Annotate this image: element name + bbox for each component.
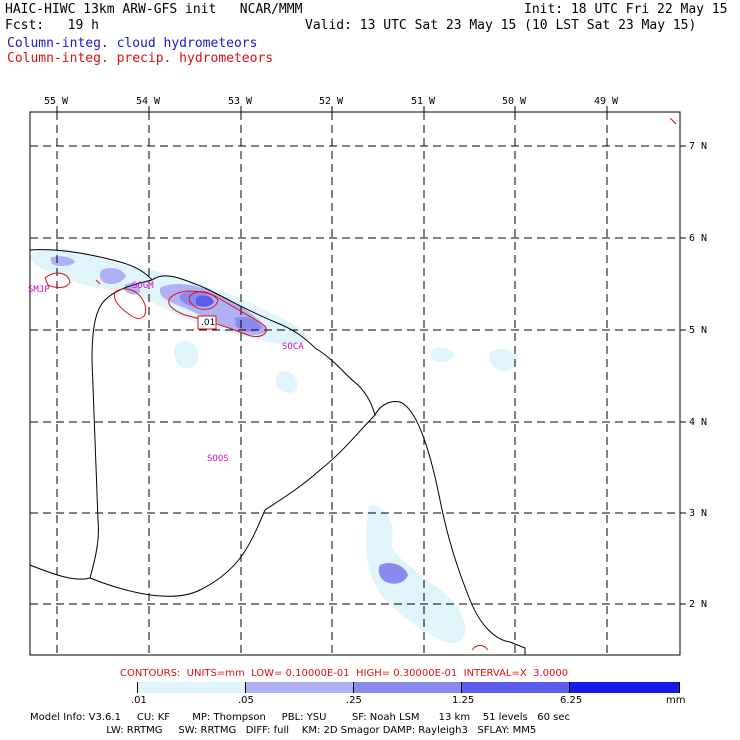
lon-label: 52 W [319,96,344,107]
lon-label: 53 W [228,96,253,107]
station-label: SMJP [28,285,50,295]
lon-label: 54 W [136,96,161,107]
precip-contours [44,117,677,651]
init-time: Init: 18 UTC Fri 22 May 15 [524,2,728,17]
model-info-line2: LW: RRTMG SW: RRTMG DIFF: full KM: 2D Sm… [30,725,537,736]
contours-info: CONTOURS: UNITS=mm LOW= 0.10000E-01 HIGH… [120,668,569,679]
station-label: SOOS [207,454,229,464]
model-info: Model Info: V3.6.1 CU: KF MP: Thompson P… [30,712,570,723]
contour-value-label: .01 [201,318,216,328]
cloud-shading [30,248,516,644]
color-bar-segment [354,682,462,693]
lon-label: 55 W [44,96,69,107]
lat-label: 2 N [689,599,708,610]
border-line [29,279,153,580]
colorbar-units: mm [666,695,686,706]
forecast-hour: Fcst: 19 h [5,18,99,33]
lon-label: 49 W [594,96,619,107]
color-bar-segment [246,682,354,693]
lat-label: 5 N [689,325,708,336]
color-bar-segment [462,682,570,693]
color-bar-segment [30,682,138,693]
valid-time: Valid: 13 UTC Sat 23 May 15 (10 LST Sat … [305,18,697,33]
field-precip-label: Column-integ. precip. hydrometeors [7,51,274,66]
color-bar-segment [138,682,246,693]
map-title: HAIC-HIWC 13km ARW-GFS init NCAR/MMM [5,2,303,17]
lat-label: 3 N [689,508,708,519]
station-label: SOGM [132,281,154,291]
coastline [29,249,526,655]
station-label: SOCA [282,342,304,352]
lon-label: 50 W [502,96,527,107]
contour-label-box [197,315,217,330]
lat-label: 7 N [689,141,708,152]
colorbar-level-label: 6.25 [560,695,583,706]
colorbar-level-label: .25 [346,695,362,706]
lat-label: 6 N [689,233,708,244]
field-cloud-label: Column-integ. cloud hydrometeors [7,36,258,51]
map-frame [29,111,681,656]
color-bar-segment [570,682,679,693]
border-line-2 [89,414,376,597]
colorbar-level-label: .01 [131,695,147,706]
lat-lon-grid [30,112,680,655]
lat-label: 4 N [689,417,708,428]
colorbar-level-label: 1.25 [452,695,475,706]
colorbar-level-label: .05 [238,695,254,706]
lon-label: 51 W [411,96,436,107]
axis-ticks [56,106,686,605]
